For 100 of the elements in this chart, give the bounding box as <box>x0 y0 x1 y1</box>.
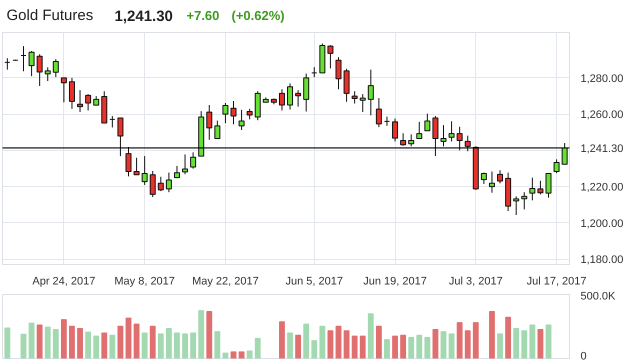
candlestick <box>158 176 164 192</box>
candlestick <box>68 77 75 110</box>
candlestick <box>214 120 220 140</box>
bar <box>521 330 528 358</box>
candlestick <box>117 118 124 157</box>
bar <box>4 328 10 358</box>
bar <box>400 334 406 358</box>
candlestick <box>303 73 310 112</box>
candlestick <box>254 90 261 121</box>
bar <box>52 328 59 358</box>
bar <box>20 334 26 358</box>
candlestick <box>222 102 228 124</box>
bar <box>328 330 334 358</box>
candlestick <box>416 121 422 140</box>
bar <box>319 326 326 358</box>
candlestick <box>109 116 116 128</box>
text: 1,241.30 <box>114 8 173 25</box>
candlestick <box>28 50 35 77</box>
bar <box>28 322 34 358</box>
candlestick <box>352 90 358 104</box>
bar <box>222 352 228 358</box>
bar <box>36 324 43 358</box>
candlestick <box>545 173 552 198</box>
bar <box>376 326 382 358</box>
bar <box>352 336 358 358</box>
candlestick <box>392 118 398 142</box>
bar <box>150 326 156 358</box>
bar <box>101 332 108 358</box>
candlestick <box>60 77 67 103</box>
candlestick <box>93 96 100 106</box>
bar <box>303 324 310 358</box>
candlestick <box>562 142 568 165</box>
bar <box>489 311 495 358</box>
candlestick <box>376 98 382 128</box>
bar <box>44 326 51 358</box>
x-tick-label: Jun 5, 2017 <box>286 276 344 288</box>
candlestick <box>20 46 27 72</box>
text: (+0.62%) <box>232 8 285 23</box>
candlestick <box>125 146 132 177</box>
bar <box>254 338 261 358</box>
y-tick-label: 1,200.00 <box>580 218 624 230</box>
candlestick <box>166 172 172 193</box>
y-tick-label: 1,280.00 <box>580 72 624 85</box>
candlestick <box>335 56 342 90</box>
bar <box>295 334 302 358</box>
bar <box>77 328 83 358</box>
candlestick <box>521 192 528 210</box>
bar <box>174 332 180 358</box>
candlestick <box>4 58 10 70</box>
candlestick <box>230 100 237 125</box>
bar <box>440 331 446 358</box>
bar <box>424 337 430 358</box>
candlestick <box>464 135 471 152</box>
candlestick <box>36 54 43 86</box>
candlestick <box>206 104 212 140</box>
bar <box>182 333 188 358</box>
bar <box>513 328 520 358</box>
candlestick <box>278 88 285 111</box>
candlestick <box>554 158 560 174</box>
candlestick <box>488 171 495 194</box>
bar <box>416 334 422 358</box>
bar <box>344 330 350 358</box>
candlestick <box>246 108 253 120</box>
y-tick-label: 500.0K <box>580 290 616 302</box>
x-tick-label: Jun 19, 2017 <box>363 276 427 288</box>
bar <box>246 350 253 358</box>
bar <box>497 333 503 358</box>
bar <box>464 330 471 358</box>
x-tick-label: Jul 17, 2017 <box>526 276 587 288</box>
bar <box>230 351 236 358</box>
ref-line-label: 1,241.30 <box>580 142 624 155</box>
y-tick-label: 1,260.00 <box>580 109 624 122</box>
text: +7.60 <box>186 8 220 23</box>
candlestick <box>238 109 245 131</box>
bar <box>279 321 285 358</box>
bar <box>158 333 164 358</box>
candlestick <box>537 180 544 195</box>
bar <box>206 311 212 358</box>
candlestick <box>174 165 180 178</box>
bar <box>448 333 454 358</box>
candlestick <box>480 172 487 185</box>
x-tick-label: Jul 3, 2017 <box>448 276 503 288</box>
candlestick <box>456 126 463 151</box>
bar <box>198 310 204 358</box>
candlestick <box>529 177 536 201</box>
candlestick <box>384 116 390 126</box>
bar <box>384 339 390 358</box>
candlestick <box>77 90 84 113</box>
candlestick <box>150 170 156 198</box>
candlestick <box>440 124 447 147</box>
candlestick <box>190 152 196 170</box>
bar <box>69 326 75 358</box>
bar <box>546 324 552 358</box>
candlestick <box>408 134 414 147</box>
candlestick <box>52 58 59 78</box>
candlestick <box>142 156 148 186</box>
y-tick-label: 0 <box>580 350 587 362</box>
candlestick <box>400 132 406 146</box>
candlestick <box>368 69 374 116</box>
bar <box>368 313 374 358</box>
